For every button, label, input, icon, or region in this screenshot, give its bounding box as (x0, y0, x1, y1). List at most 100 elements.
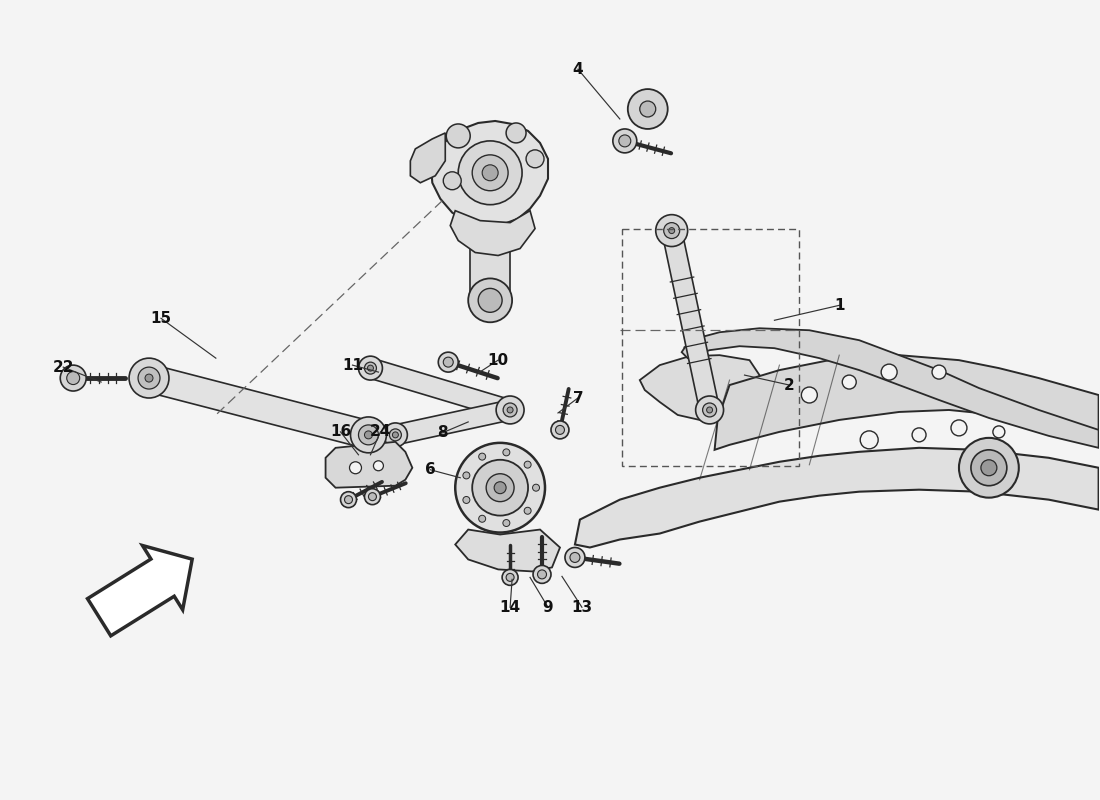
Circle shape (463, 497, 470, 503)
Circle shape (389, 429, 402, 441)
Circle shape (359, 356, 383, 380)
Circle shape (619, 135, 630, 147)
Circle shape (881, 364, 898, 380)
Text: 1: 1 (834, 298, 845, 313)
Circle shape (138, 367, 160, 389)
Circle shape (932, 365, 946, 379)
Circle shape (526, 150, 544, 168)
Circle shape (860, 431, 878, 449)
Polygon shape (682, 328, 1099, 448)
Circle shape (912, 428, 926, 442)
Circle shape (502, 570, 518, 586)
Circle shape (60, 365, 86, 391)
Circle shape (959, 438, 1019, 498)
Circle shape (367, 365, 373, 371)
Polygon shape (575, 448, 1099, 547)
Circle shape (534, 566, 551, 583)
Circle shape (613, 129, 637, 153)
Circle shape (364, 431, 373, 439)
Text: 10: 10 (487, 353, 508, 368)
Text: 7: 7 (573, 390, 583, 406)
Circle shape (669, 228, 674, 234)
Polygon shape (455, 530, 560, 571)
Circle shape (551, 421, 569, 439)
Circle shape (802, 387, 817, 403)
Circle shape (459, 141, 522, 205)
Circle shape (67, 371, 79, 385)
Circle shape (364, 362, 376, 374)
Circle shape (538, 570, 547, 579)
Text: 22: 22 (53, 360, 74, 374)
Circle shape (341, 492, 356, 508)
Circle shape (478, 453, 486, 460)
Text: 16: 16 (330, 424, 351, 439)
Polygon shape (326, 442, 412, 488)
Circle shape (640, 101, 656, 117)
Text: 11: 11 (342, 358, 363, 373)
Circle shape (503, 519, 510, 526)
Polygon shape (715, 355, 1099, 450)
Circle shape (443, 357, 453, 367)
Circle shape (463, 472, 470, 479)
Circle shape (556, 426, 564, 434)
Circle shape (981, 460, 997, 476)
Circle shape (482, 165, 498, 181)
Circle shape (455, 443, 544, 533)
Circle shape (368, 493, 376, 501)
Polygon shape (145, 365, 372, 448)
Circle shape (478, 288, 502, 312)
Circle shape (494, 482, 506, 494)
Circle shape (486, 474, 514, 502)
Circle shape (971, 450, 1006, 486)
Circle shape (656, 214, 688, 246)
Circle shape (447, 124, 470, 148)
Polygon shape (430, 121, 548, 226)
Circle shape (532, 484, 539, 491)
Circle shape (384, 423, 407, 447)
Circle shape (843, 375, 856, 389)
Circle shape (565, 547, 585, 567)
Circle shape (706, 407, 713, 413)
Circle shape (524, 507, 531, 514)
Circle shape (443, 172, 461, 190)
Text: 14: 14 (499, 600, 520, 614)
Polygon shape (640, 355, 759, 420)
Circle shape (695, 396, 724, 424)
Circle shape (344, 496, 352, 504)
Circle shape (524, 461, 531, 468)
Text: 6: 6 (425, 462, 436, 478)
Polygon shape (470, 249, 510, 300)
Circle shape (993, 426, 1004, 438)
Polygon shape (410, 133, 446, 182)
Circle shape (350, 462, 362, 474)
Polygon shape (367, 358, 513, 419)
Polygon shape (662, 229, 719, 412)
Polygon shape (450, 210, 535, 255)
Circle shape (472, 460, 528, 515)
Text: 15: 15 (151, 310, 172, 326)
Circle shape (472, 155, 508, 190)
Circle shape (351, 417, 386, 453)
Circle shape (359, 425, 378, 445)
Text: 4: 4 (573, 62, 583, 77)
Circle shape (469, 278, 513, 322)
Bar (621, 229, 800, 466)
Circle shape (496, 396, 524, 424)
Circle shape (507, 407, 513, 413)
Circle shape (503, 403, 517, 417)
Polygon shape (394, 400, 513, 445)
Circle shape (393, 432, 398, 438)
Circle shape (506, 123, 526, 143)
Circle shape (570, 553, 580, 562)
Circle shape (129, 358, 169, 398)
Circle shape (373, 461, 384, 470)
Text: 8: 8 (437, 426, 448, 440)
Text: 24: 24 (370, 424, 392, 439)
Circle shape (145, 374, 153, 382)
Polygon shape (88, 546, 192, 636)
Text: 13: 13 (571, 600, 593, 614)
Circle shape (663, 222, 680, 238)
Circle shape (952, 420, 967, 436)
Circle shape (703, 403, 716, 417)
Circle shape (438, 352, 459, 372)
